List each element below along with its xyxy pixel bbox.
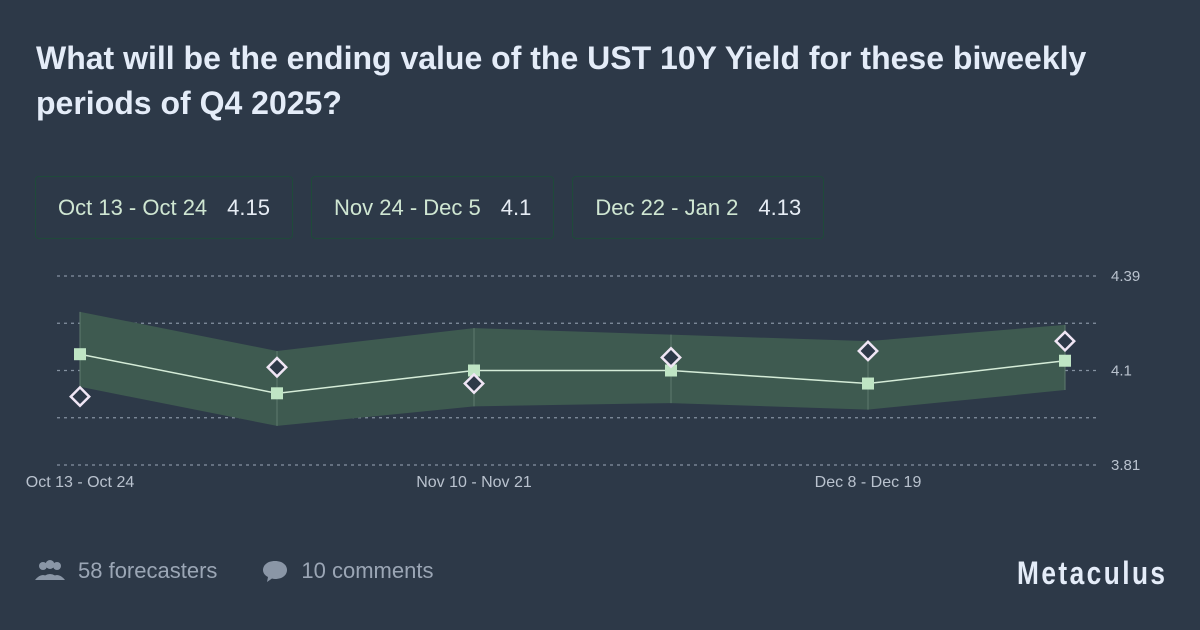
metaculus-logo: Metaculus [1016, 555, 1167, 591]
page-title: What will be the ending value of the UST… [36, 40, 1087, 121]
median-point-3[interactable] [665, 364, 677, 377]
users-icon [35, 560, 65, 580]
median-point-4[interactable] [862, 377, 874, 390]
footer-stats: 58 forecasters 10 comments [34, 558, 477, 584]
yield-chart: 4.39 4.1 3.81 Oct 13 - Oct 24 Nov 10 - Nov … [26, 268, 1140, 491]
community-point-2[interactable] [463, 372, 485, 395]
confidence-band [80, 311, 1065, 426]
median-line [79, 353, 1066, 395]
community-point-3[interactable] [660, 346, 682, 369]
community-point-5[interactable] [1054, 330, 1076, 353]
period-card-nov24[interactable]: Nov 24 - Dec 5 4.1 [311, 176, 555, 239]
y-tick-label-1: 4.1 [1111, 363, 1132, 380]
comments-count: 10 comments [301, 558, 434, 583]
y-tick-label-0: 4.39 [1111, 268, 1140, 285]
median-point-0[interactable] [74, 348, 86, 361]
period-card-value: 4.1 [500, 194, 532, 220]
median-point-2[interactable] [468, 364, 480, 377]
y-tick-label-2: 3.81 [1111, 457, 1140, 474]
forecasters-count: 58 forecasters [78, 558, 218, 583]
period-card-oct13[interactable]: Oct 13 - Oct 24 4.15 [35, 176, 293, 239]
period-card-label: Dec 22 - Jan 2 [595, 194, 739, 220]
period-card-value: 4.15 [227, 194, 270, 220]
community-point-4[interactable] [857, 339, 879, 362]
median-point-5[interactable] [1059, 354, 1071, 367]
median-point-1[interactable] [271, 387, 283, 400]
x-tick-label-1: Nov 10 - Nov 21 [416, 474, 532, 491]
period-card-dec22[interactable]: Dec 22 - Jan 2 4.13 [572, 176, 825, 239]
period-cards: Oct 13 - Oct 24 4.15 Nov 24 - Dec 5 4.1 … [35, 176, 825, 239]
x-tick-label-2: Dec 8 - Dec 19 [815, 474, 922, 491]
period-card-label: Oct 13 - Oct 24 [58, 194, 208, 220]
community-point-0[interactable] [69, 385, 91, 408]
comment-icon [263, 561, 288, 582]
period-card-label: Nov 24 - Dec 5 [334, 194, 481, 220]
forecasters-stat[interactable]: 58 forecasters [34, 558, 217, 584]
comments-stat[interactable]: 10 comments [261, 558, 433, 584]
period-card-value: 4.13 [758, 194, 802, 220]
x-tick-label-0: Oct 13 - Oct 24 [26, 474, 135, 491]
community-point-1[interactable] [266, 356, 288, 379]
